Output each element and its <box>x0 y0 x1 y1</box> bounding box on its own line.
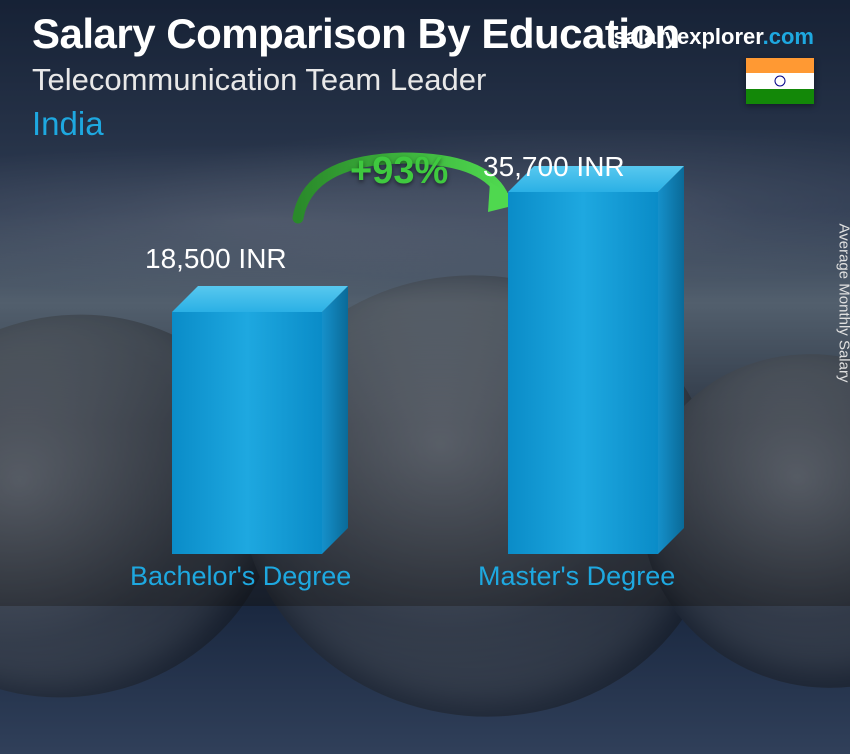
job-title: Telecommunication Team Leader <box>32 62 486 98</box>
page-title: Salary Comparison By Education <box>32 10 680 58</box>
content-layer: Salary Comparison By Education Telecommu… <box>0 0 850 606</box>
bar-top <box>172 286 348 312</box>
brand-text-1: salaryexplorer <box>613 24 762 49</box>
bar-front <box>172 312 322 554</box>
flag-stripe-white <box>746 73 814 88</box>
flag-stripe-saffron <box>746 58 814 73</box>
bar-value-label: 35,700 INR <box>483 151 625 183</box>
bar-group <box>508 192 678 554</box>
bar-group <box>172 312 342 554</box>
flag-chakra-icon <box>775 75 786 86</box>
brand-logo: salaryexplorer.com <box>613 24 814 50</box>
bar-front <box>508 192 658 554</box>
bar-value-label: 18,500 INR <box>145 243 287 275</box>
bar-chart <box>0 136 850 606</box>
country-flag-india <box>746 58 814 104</box>
bar-side <box>322 286 348 554</box>
category-label: Master's Degree <box>478 561 675 592</box>
flag-stripe-green <box>746 89 814 104</box>
category-label: Bachelor's Degree <box>130 561 351 592</box>
brand-text-2: .com <box>763 24 814 49</box>
bar-side <box>658 166 684 554</box>
